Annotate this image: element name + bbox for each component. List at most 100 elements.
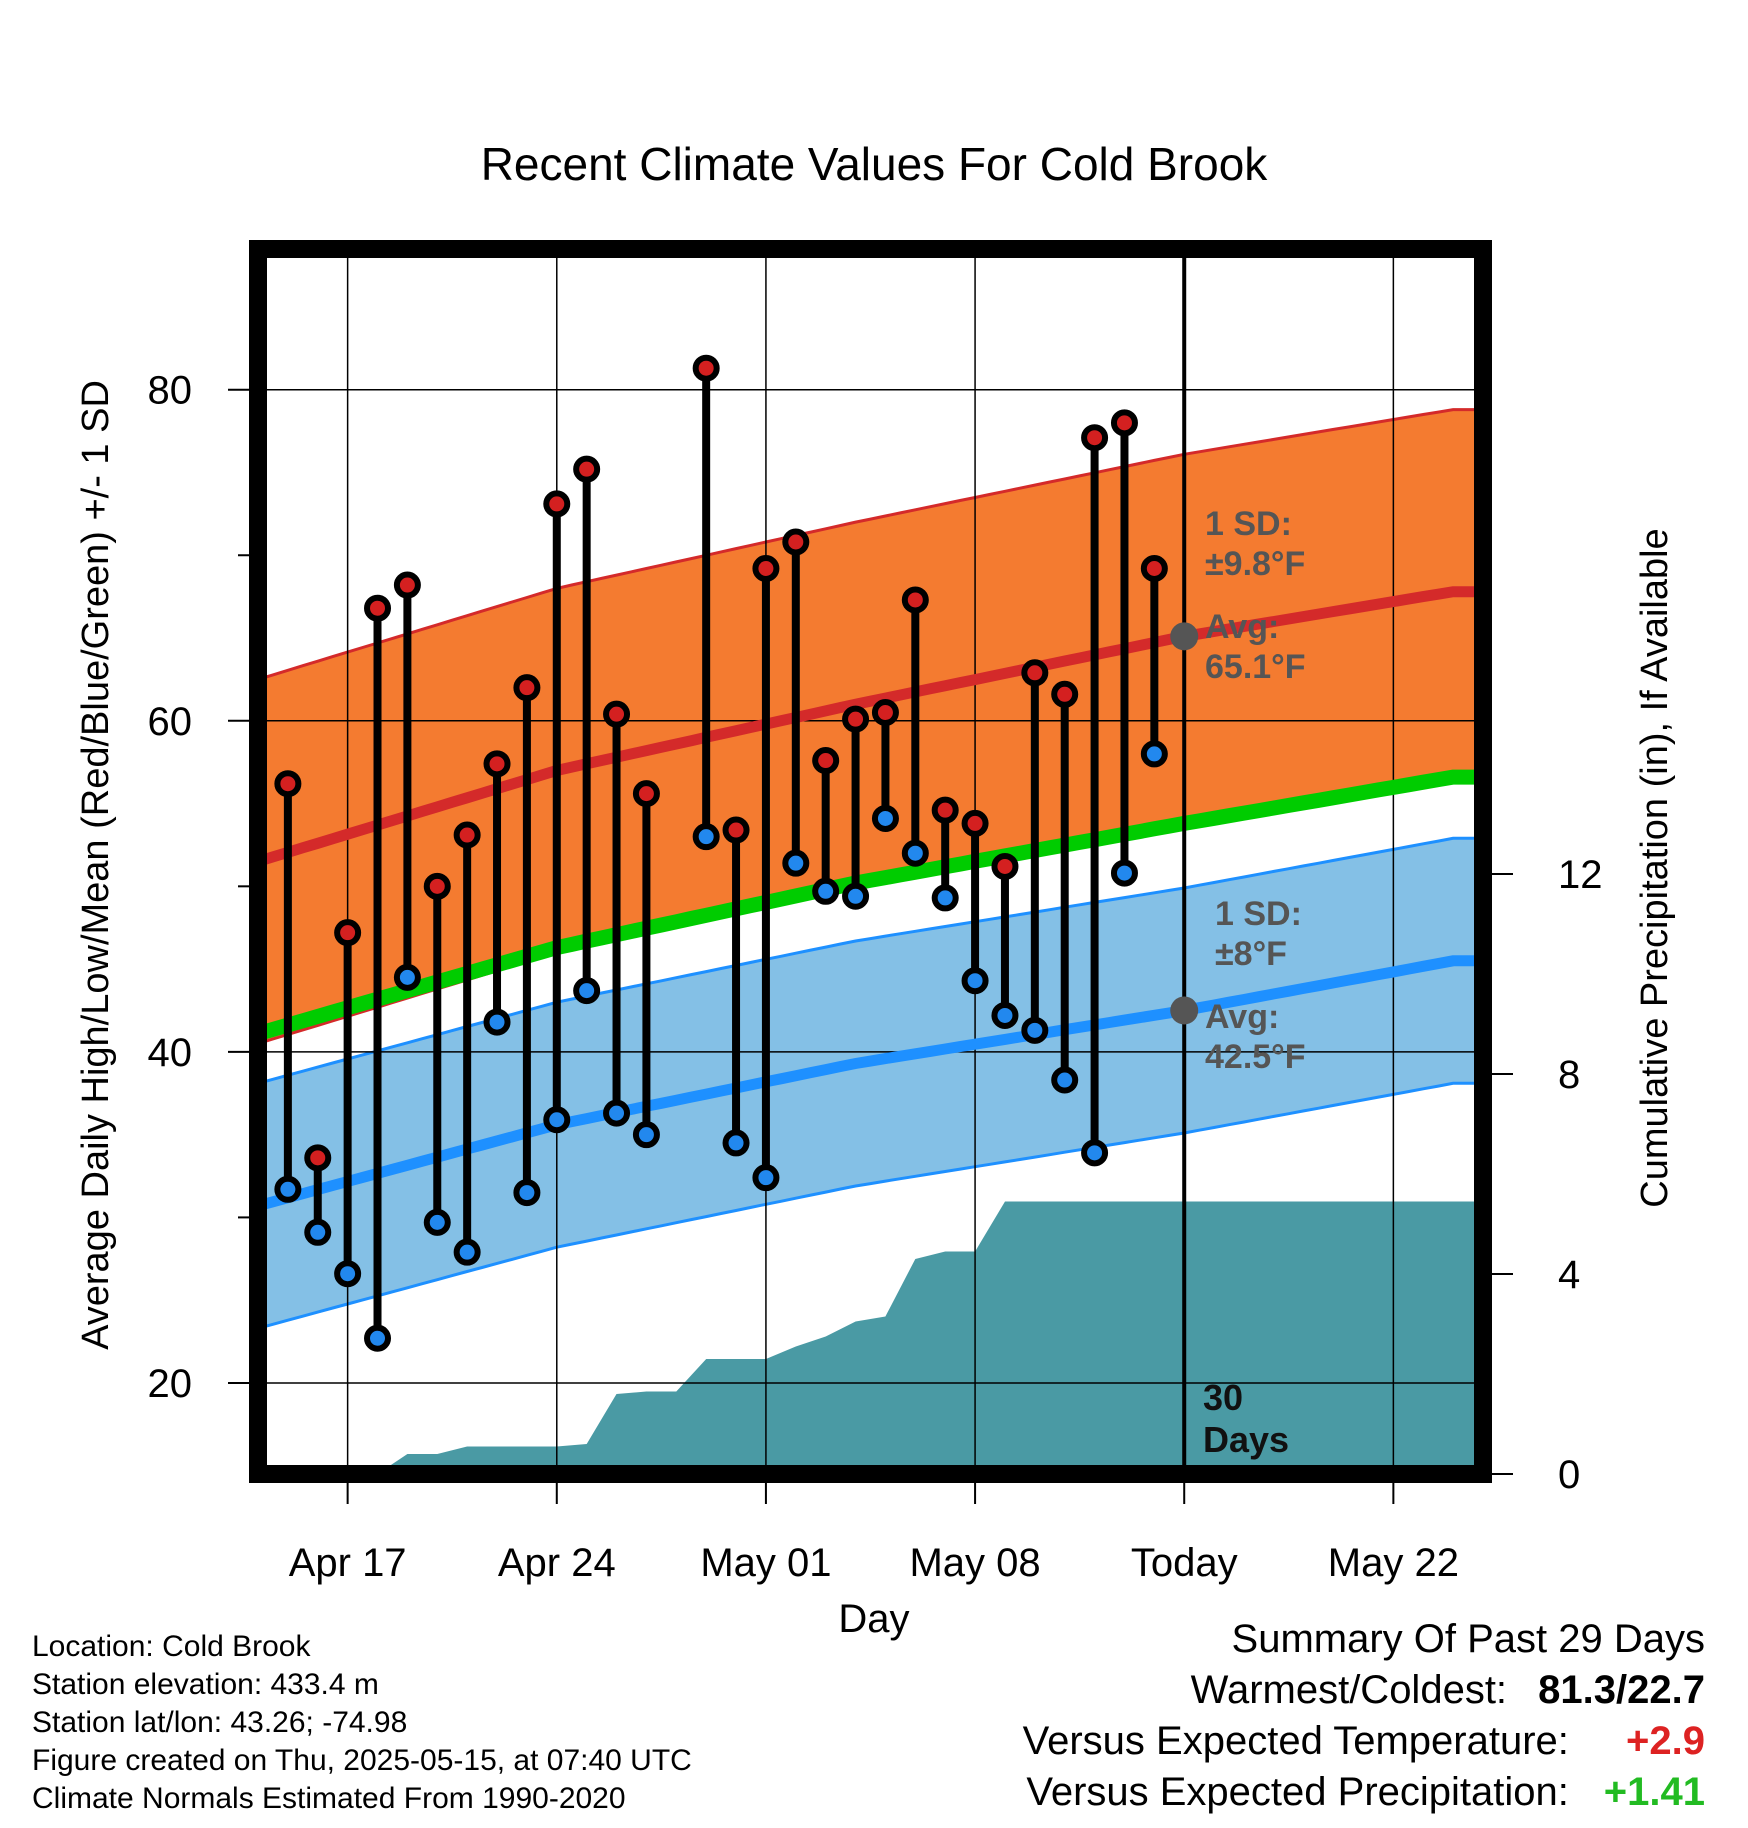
high-marker [961, 809, 989, 837]
low-marker [752, 1164, 780, 1192]
high-marker [752, 554, 780, 582]
high-marker [393, 571, 421, 599]
high-sd-upper-line [258, 408, 1483, 681]
low-sd-label: 1 SD: [1215, 895, 1302, 933]
low-marker [842, 882, 870, 910]
precipitation-area [347, 1201, 1483, 1474]
x-tick-label: May 01 [700, 1541, 831, 1585]
low-marker [423, 1208, 451, 1236]
chart-title: Recent Climate Values For Cold Brook [481, 138, 1269, 190]
high-marker [871, 699, 899, 727]
y-tick-label: 40 [148, 1031, 193, 1075]
high-marker [812, 747, 840, 775]
high-marker [632, 780, 660, 808]
mean-high-line [258, 586, 1483, 867]
low-marker [632, 1121, 660, 1149]
summary-precip-row: Versus Expected Precipitation: +1.41 [1023, 1767, 1705, 1818]
high-marker [603, 700, 631, 728]
x-axis-label: Day [838, 1597, 909, 1641]
low-marker [931, 884, 959, 912]
low-marker [334, 1260, 362, 1288]
y-tick-label: 80 [148, 369, 193, 413]
station-info: Location: Cold Brook Station elevation: … [32, 1628, 692, 1818]
low-sd-lower-line [258, 1081, 1483, 1330]
high-marker [334, 919, 362, 947]
low-marker [513, 1179, 541, 1207]
high-marker [1110, 409, 1138, 437]
x-tick-label: May 22 [1328, 1541, 1459, 1585]
y2-tick-label: 0 [1558, 1453, 1580, 1497]
low-marker [782, 849, 810, 877]
temp-label: Versus Expected Temperature: [1022, 1719, 1569, 1763]
low-avg-value: 42.5°F [1205, 1038, 1306, 1076]
y-tick-label: 60 [148, 700, 193, 744]
latlon-text: Station lat/lon: 43.26; -74.98 [32, 1706, 408, 1739]
low-sd-value: ±8°F [1215, 935, 1287, 973]
summary-extremes-row: Warmest/Coldest: 81.3/22.7 [1023, 1665, 1705, 1716]
low-marker [991, 1001, 1019, 1029]
low-marker [364, 1324, 392, 1352]
high-marker [1021, 659, 1049, 687]
low-marker [1021, 1016, 1049, 1044]
low-marker [304, 1218, 332, 1246]
low-marker [722, 1129, 750, 1157]
low-marker [453, 1238, 481, 1266]
high-avg-value: 65.1°F [1205, 648, 1306, 686]
high-marker [1140, 554, 1168, 582]
high-marker [842, 705, 870, 733]
low-sd-band [258, 838, 1483, 1329]
high-marker [722, 816, 750, 844]
mean-avg-line [258, 769, 1483, 1041]
x-tick-label: Apr 24 [498, 1541, 616, 1585]
high-sd-value: ±9.8°F [1205, 545, 1305, 583]
today-low-avg-marker [1170, 996, 1199, 1025]
low-sd-upper-line [258, 836, 1483, 1085]
high-marker [304, 1144, 332, 1172]
high-marker [483, 750, 511, 778]
location-text: Location: Cold Brook [32, 1630, 311, 1663]
low-marker [483, 1008, 511, 1036]
high-marker [901, 586, 929, 614]
high-marker [573, 455, 601, 483]
low-marker [1140, 740, 1168, 768]
high-marker [931, 796, 959, 824]
x-tick-label: Apr 17 [289, 1541, 407, 1585]
low-marker [692, 823, 720, 851]
high-marker [453, 821, 481, 849]
high-marker [1081, 424, 1109, 452]
today-high-avg-marker [1170, 622, 1199, 651]
low-marker [961, 967, 989, 995]
high-avg-label: Avg: [1205, 608, 1279, 646]
x-tick-label: Today [1131, 1541, 1238, 1585]
high-marker [423, 872, 451, 900]
low-avg-label: Avg: [1205, 998, 1279, 1036]
low-marker [573, 977, 601, 1005]
low-marker [393, 963, 421, 991]
extremes-label: Warmest/Coldest: [1190, 1668, 1508, 1712]
high-marker [692, 354, 720, 382]
plot-content [258, 249, 1483, 1474]
extremes-value: 81.3/22.7 [1538, 1668, 1705, 1712]
y-axis-label: Average Daily High/Low/Mean (Red/Blue/Gr… [75, 380, 117, 1350]
high-marker [782, 528, 810, 556]
created-text: Figure created on Thu, 2025-05-15, at 07… [32, 1744, 692, 1777]
low-marker [901, 839, 929, 867]
mean-low-line [258, 955, 1483, 1212]
summary-temp-row: Versus Expected Temperature: +2.9 [1023, 1716, 1705, 1767]
y2-tick-label: 4 [1558, 1253, 1580, 1297]
summary-title: Summary Of Past 29 Days [1231, 1617, 1705, 1661]
x-tick-label: May 08 [909, 1541, 1040, 1585]
high-marker [274, 770, 302, 798]
low-marker [603, 1099, 631, 1127]
window-label-line1: 30 [1203, 1377, 1243, 1418]
elevation-text: Station elevation: 433.4 m [32, 1668, 379, 1701]
low-marker [274, 1175, 302, 1203]
low-marker [1051, 1066, 1079, 1094]
y-tick-label: 20 [148, 1362, 193, 1406]
low-marker [1110, 859, 1138, 887]
high-sd-band [258, 409, 1483, 1044]
plot-frame [249, 240, 1492, 1483]
high-sd-label: 1 SD: [1205, 505, 1292, 543]
